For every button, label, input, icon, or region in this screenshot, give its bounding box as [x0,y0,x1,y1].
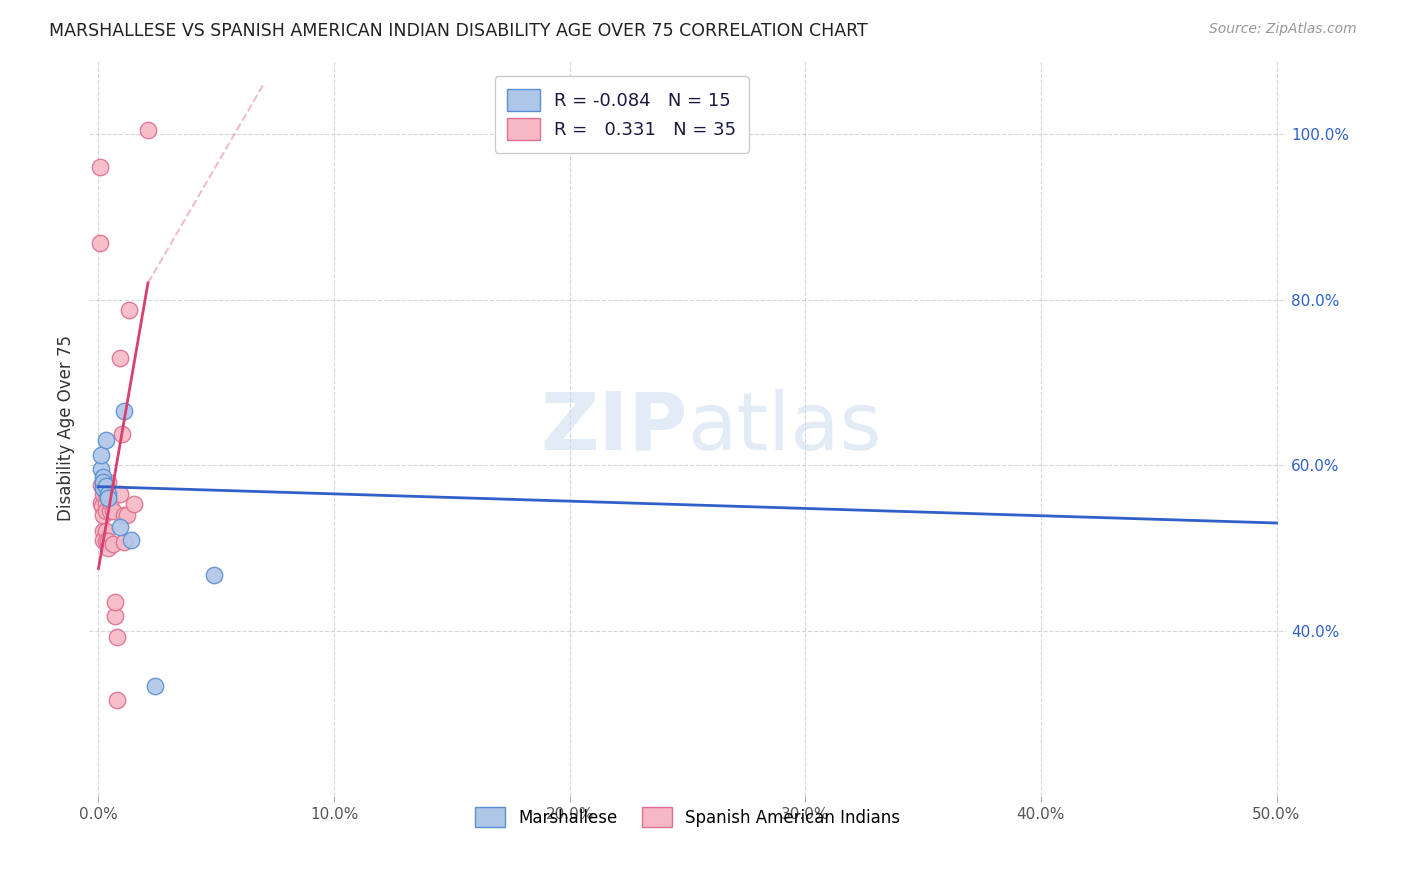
Point [91,533,114,547]
Point [104,594,127,608]
Point [143,679,166,693]
Point [112,508,135,522]
Point [122,497,145,511]
Point [90,462,112,476]
Point [90,448,112,462]
Point [202,568,225,582]
Point [101,504,124,518]
Point [101,537,124,551]
Text: atlas: atlas [688,389,882,467]
Point [105,693,128,707]
Text: ZIP: ZIP [540,389,688,467]
Point [97,487,120,501]
Point [90,478,112,492]
Point [91,524,114,539]
Point [118,303,141,318]
Point [108,487,131,501]
Point [115,508,138,522]
Text: Source: ZipAtlas.com: Source: ZipAtlas.com [1209,22,1357,37]
Point [121,533,143,547]
Legend: Marshallese, Spanish American Indians: Marshallese, Spanish American Indians [467,798,908,836]
Point [136,123,159,137]
Point [89,160,111,174]
Point [97,475,120,489]
Point [91,481,114,495]
Point [91,481,114,495]
Point [98,503,121,517]
Point [97,491,120,506]
Point [111,426,134,441]
Point [97,534,120,549]
Point [91,476,114,491]
Y-axis label: Disability Age Over 75: Disability Age Over 75 [58,334,75,521]
Point [94,479,117,493]
Point [105,630,128,644]
Point [91,487,114,501]
Point [91,500,114,514]
Point [112,404,135,418]
Point [91,470,114,484]
Point [91,508,114,522]
Point [97,541,120,555]
Point [94,434,117,448]
Point [94,503,117,517]
Point [94,524,117,539]
Point [98,495,121,509]
Point [90,496,112,510]
Point [89,236,111,251]
Point [108,520,131,534]
Point [94,534,117,549]
Point [112,535,135,549]
Text: MARSHALLESE VS SPANISH AMERICAN INDIAN DISABILITY AGE OVER 75 CORRELATION CHART: MARSHALLESE VS SPANISH AMERICAN INDIAN D… [49,22,868,40]
Point [94,487,117,501]
Point [91,475,114,489]
Point [94,496,117,510]
Point [104,608,127,623]
Point [108,351,131,365]
